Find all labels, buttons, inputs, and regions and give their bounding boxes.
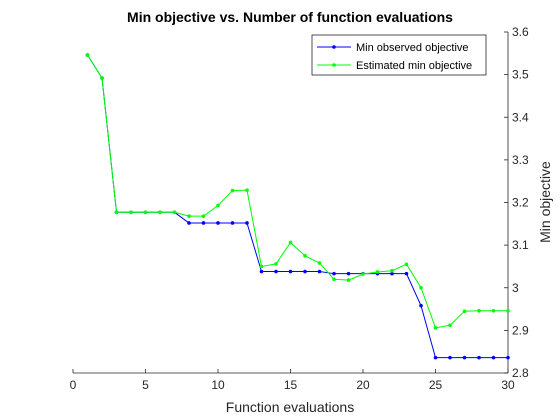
x-tick-label: 15	[284, 378, 298, 392]
data-point-s1	[477, 308, 481, 313]
data-point-s1	[85, 53, 90, 57]
legend-box	[311, 34, 487, 76]
data-point-s1	[201, 214, 206, 218]
data-point-s1	[361, 272, 365, 276]
data-point-s1	[259, 264, 264, 269]
data-point-s0	[433, 355, 438, 360]
data-point-s1	[462, 309, 467, 313]
y-tick-label: 3.4	[512, 110, 529, 124]
data-point-s0	[346, 271, 351, 276]
data-point-s1	[288, 240, 293, 245]
y-tick-label: 3.6	[512, 25, 529, 39]
data-point-s0	[201, 221, 206, 225]
y-tick-label: 2.8	[512, 366, 529, 380]
data-point-s1	[172, 210, 177, 215]
data-point-s1	[100, 76, 104, 80]
data-point-s0	[317, 269, 322, 274]
data-point-s1	[230, 188, 235, 193]
data-point-s0	[419, 303, 423, 308]
y-axis-label: Min objective	[537, 161, 553, 243]
legend-label-estimated: Estimated min objective	[356, 60, 472, 72]
data-point-s1	[390, 268, 394, 273]
data-point-s0	[404, 271, 409, 276]
series-line-0	[87, 54, 508, 359]
data-point-s1	[129, 210, 133, 215]
legend-marker-estimated	[332, 63, 336, 67]
y-tick-label: 3.1	[512, 238, 529, 252]
data-point-s1	[419, 285, 423, 290]
legend-label-min-observed: Min observed objective	[356, 42, 469, 54]
x-tick-label: 30	[501, 378, 515, 392]
data-point-s0	[230, 221, 235, 225]
x-tick-label: 0	[70, 378, 77, 392]
data-point-s0	[390, 271, 394, 276]
data-point-s1	[274, 262, 278, 266]
data-point-s1	[346, 278, 351, 282]
data-point-s0	[303, 269, 307, 274]
legend-marker-min-observed	[332, 45, 336, 49]
data-point-s1	[448, 323, 452, 328]
data-point-s1	[506, 308, 510, 313]
data-point-s0	[288, 269, 293, 274]
y-tick-label: 2.9	[512, 323, 529, 337]
legend: Min observed objective Estimated min obj…	[311, 34, 487, 76]
data-point-s0	[259, 269, 264, 274]
data-point-s1	[433, 326, 438, 330]
x-tick-label: 5	[142, 378, 149, 392]
data-point-s1	[491, 308, 496, 313]
data-point-s0	[477, 355, 481, 360]
data-point-s0	[506, 355, 510, 360]
data-point-s1	[375, 270, 380, 274]
series-line-1	[87, 54, 508, 329]
data-point-s0	[448, 355, 452, 360]
data-point-s0	[462, 355, 467, 360]
x-tick-label: 25	[429, 378, 443, 392]
x-tick-label: 20	[356, 378, 370, 392]
data-point-s0	[491, 355, 496, 360]
y-tick-label: 3	[512, 281, 519, 295]
data-point-s0	[332, 271, 336, 276]
data-point-s1	[143, 210, 148, 215]
data-point-s1	[216, 203, 220, 208]
x-tick-label: 10	[211, 378, 225, 392]
data-point-s0	[216, 221, 220, 225]
x-axis-label: Function evaluations	[226, 399, 354, 415]
data-point-s1	[245, 188, 249, 192]
data-point-s1	[332, 277, 336, 282]
data-point-s1	[404, 262, 409, 267]
plot-area: 0 5 10 15 20 25 302.8 2.9 3 3.1 3.2 3.3 3.4 3.5 3.6	[70, 25, 529, 392]
data-point-s1	[158, 210, 162, 215]
data-point-s0	[245, 221, 249, 225]
y-tick-label: 3.3	[512, 153, 529, 167]
data-point-s0	[274, 269, 278, 274]
data-point-s1	[303, 253, 307, 258]
data-point-s1	[114, 210, 119, 215]
data-point-s1	[187, 214, 191, 218]
chart-title: Min objective vs. Number of function eva…	[127, 9, 453, 25]
y-tick-label: 3.5	[512, 68, 529, 82]
data-point-s0	[187, 221, 191, 225]
y-tick-label: 3.2	[512, 196, 529, 210]
data-point-s1	[317, 261, 322, 265]
